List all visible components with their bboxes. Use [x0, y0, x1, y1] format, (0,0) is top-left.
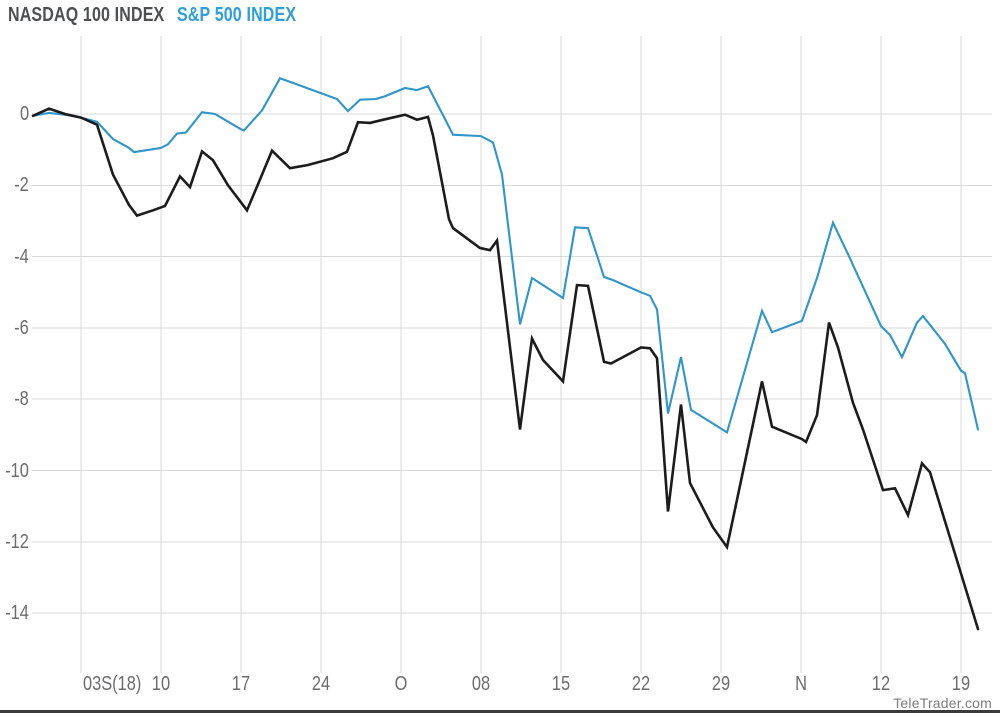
- legend-sp500-index[interactable]: S&P 500 INDEX: [177, 4, 297, 26]
- x-axis-label: 24: [311, 673, 331, 695]
- chart-legend: NASDAQ 100 INDEX S&P 500 INDEX: [8, 4, 296, 27]
- x-axis-label: 10: [151, 673, 171, 695]
- y-axis-label: -2: [14, 174, 29, 197]
- nasdaq-100-line: [31, 107, 980, 631]
- x-axis-label: N: [795, 673, 807, 695]
- y-axis-label: -4: [14, 245, 29, 268]
- y-axis-label: 0: [19, 103, 29, 125]
- x-axis-label: 22: [631, 673, 651, 695]
- x-axis-label: 15: [551, 673, 571, 695]
- x-axis-label: 12: [871, 673, 891, 695]
- x-axis-label: 03S(18): [83, 673, 142, 695]
- sp500-line: [31, 77, 980, 435]
- x-axis-label: O: [394, 673, 408, 695]
- teletrader-watermark: TeleTrader.com: [893, 695, 992, 711]
- y-axis-label: -12: [5, 530, 29, 553]
- bottom-border: [0, 710, 1000, 713]
- x-axis-label: 29: [711, 673, 731, 695]
- y-axis-label: -10: [5, 459, 29, 482]
- x-axis-label: 08: [471, 673, 491, 695]
- x-axis-label: 19: [951, 673, 971, 695]
- gridlines: [32, 36, 992, 673]
- y-axis-label: -8: [14, 388, 29, 411]
- x-axis-label: 17: [231, 673, 251, 695]
- y-axis-label: -6: [14, 316, 29, 339]
- legend-nasdaq-100-index[interactable]: NASDAQ 100 INDEX: [8, 4, 165, 26]
- y-axis-label: -14: [5, 602, 29, 625]
